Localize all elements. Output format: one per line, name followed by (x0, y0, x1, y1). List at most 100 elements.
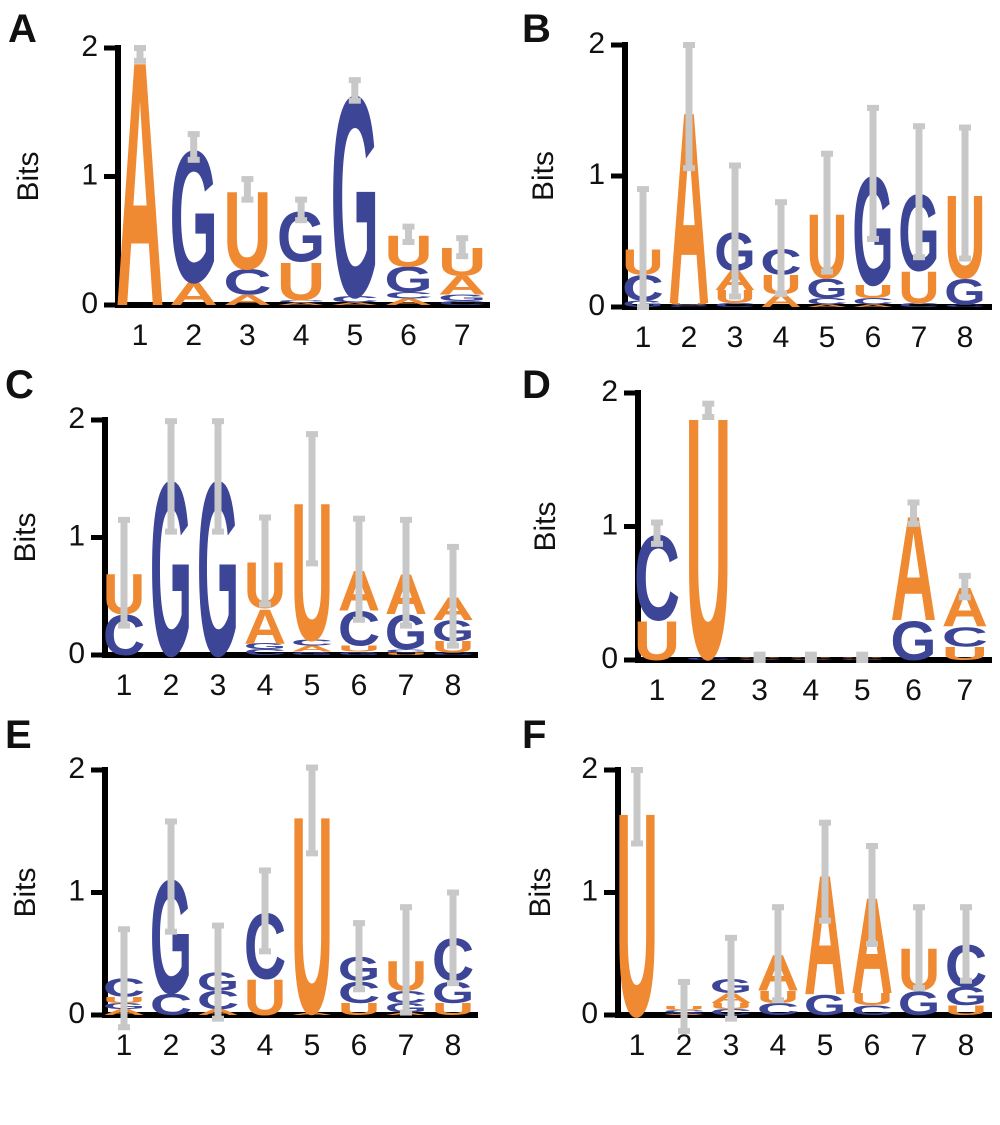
x-tick-label: 6 (905, 674, 922, 707)
logo-letter: A (223, 292, 271, 308)
logo-letter: C (685, 657, 731, 661)
y-tick-label: 2 (601, 375, 618, 408)
logo-panel: EBits0121AGUC2CG3ACG4UC5AU6UCG7AGCU8UGC (5, 713, 478, 1073)
x-tick-label: 5 (304, 1029, 321, 1062)
x-tick-label: 4 (773, 321, 790, 354)
logo-letter: C (432, 652, 474, 656)
y-tick-label: 0 (581, 997, 598, 1030)
y-tick-label: 1 (581, 874, 598, 907)
logo-letter: C (150, 987, 192, 1022)
y-tick-label: 2 (81, 30, 98, 63)
y-tick-label: 2 (68, 402, 85, 435)
x-tick-label: 6 (400, 319, 417, 352)
logo-letter: A (438, 270, 486, 300)
logo-letter: C (942, 622, 988, 653)
logo-letter: C (331, 294, 379, 304)
logo-letter: G (890, 610, 936, 672)
logo-letter: A (277, 302, 325, 306)
logo-letter: U (277, 252, 325, 312)
y-tick-label: 1 (588, 158, 605, 191)
x-tick-label: 2 (676, 1029, 693, 1062)
logo-letter: C (291, 638, 333, 647)
x-tick-label: 1 (116, 1029, 133, 1062)
logo-letter: G (291, 651, 333, 656)
x-tick-label: 4 (293, 319, 310, 352)
logo-letter: C (852, 296, 893, 306)
logo-letter: C (384, 291, 432, 301)
x-tick-label: 4 (803, 674, 820, 707)
logo-letter: G (944, 271, 985, 312)
logo-letter: U (338, 644, 380, 653)
panel-label: E (5, 713, 32, 757)
logo-letter: A (291, 644, 333, 653)
logo-letter: C (898, 302, 939, 308)
y-tick-label: 2 (581, 752, 598, 785)
logo-letter: U (634, 610, 680, 672)
logo-letter: C (851, 1003, 893, 1018)
x-tick-label: 7 (911, 1029, 928, 1062)
x-tick-label: 6 (864, 1029, 881, 1062)
logo-letter: G (384, 260, 432, 300)
y-axis-label: Bits (12, 151, 45, 201)
x-tick-label: 6 (351, 669, 368, 702)
logo-panel: CBits0121CU2G3G4CGAU5GACU6GUCA7UCGA8CUGA (5, 363, 478, 709)
x-tick-label: 8 (445, 669, 462, 702)
logo-letter: U (668, 303, 709, 305)
x-tick-label: 8 (958, 1029, 975, 1062)
y-axis-label: Bits (9, 867, 42, 917)
x-tick-label: 5 (304, 669, 321, 702)
y-tick-label: 2 (588, 27, 605, 60)
y-axis-label: Bits (524, 867, 557, 917)
x-tick-label: 8 (445, 1029, 462, 1062)
y-axis-label: Bits (527, 151, 560, 201)
y-tick-label: 0 (601, 642, 618, 675)
logo-panel: DBits0121UC2CU3ACGU4ACGU5ACGU6GA7UCA (522, 345, 992, 731)
logo-letter: G (945, 982, 987, 1010)
x-tick-label: 2 (185, 319, 202, 352)
logo-letter: U (942, 643, 988, 664)
logo-letter: G (806, 273, 847, 304)
x-tick-label: 1 (116, 669, 133, 702)
logo-letter: U (385, 652, 427, 656)
y-tick-label: 2 (68, 752, 85, 785)
logo-letter: A (384, 297, 432, 307)
logo-letter: C (806, 296, 847, 306)
x-tick-label: 3 (751, 674, 768, 707)
x-tick-label: 3 (210, 669, 227, 702)
logo-letter: C (757, 1000, 799, 1019)
logo-letter: U (338, 1000, 380, 1019)
logo-letter: U (244, 969, 286, 1026)
y-tick-label: 0 (588, 289, 605, 322)
x-tick-label: 6 (865, 321, 882, 354)
panel-label: B (522, 7, 551, 51)
x-tick-label: 8 (957, 321, 974, 354)
logo-letter: C (438, 300, 486, 306)
y-tick-label: 0 (68, 997, 85, 1030)
logo-letter: C (223, 262, 271, 302)
x-tick-label: 7 (454, 319, 471, 352)
y-axis-label: Bits (529, 501, 562, 551)
logo-letter: U (945, 1003, 987, 1018)
panel-label: D (522, 363, 551, 407)
logo-letter: G (804, 989, 846, 1022)
x-tick-label: 3 (723, 1029, 740, 1062)
x-tick-label: 7 (956, 674, 973, 707)
logo-panel: FBits0121U2AGCU3CUAG4CUA5GA6CUA7GU8UGC (522, 713, 992, 1078)
x-tick-label: 7 (398, 669, 415, 702)
logo-letter: A (244, 599, 286, 654)
panel-label: C (5, 363, 34, 407)
logo-letter: G (338, 651, 380, 656)
x-tick-label: 2 (163, 1029, 180, 1062)
logo-letter: G (668, 304, 709, 306)
logo-letter: G (438, 293, 486, 303)
logo-letter: A (806, 304, 847, 308)
x-tick-label: 1 (629, 1029, 646, 1062)
y-tick-label: 1 (601, 508, 618, 541)
y-axis-label: Bits (9, 512, 42, 562)
logo-letter: A (170, 276, 218, 312)
logo-letter: A (852, 304, 893, 308)
logo-letter: C (944, 304, 985, 308)
x-tick-label: 1 (635, 321, 652, 354)
